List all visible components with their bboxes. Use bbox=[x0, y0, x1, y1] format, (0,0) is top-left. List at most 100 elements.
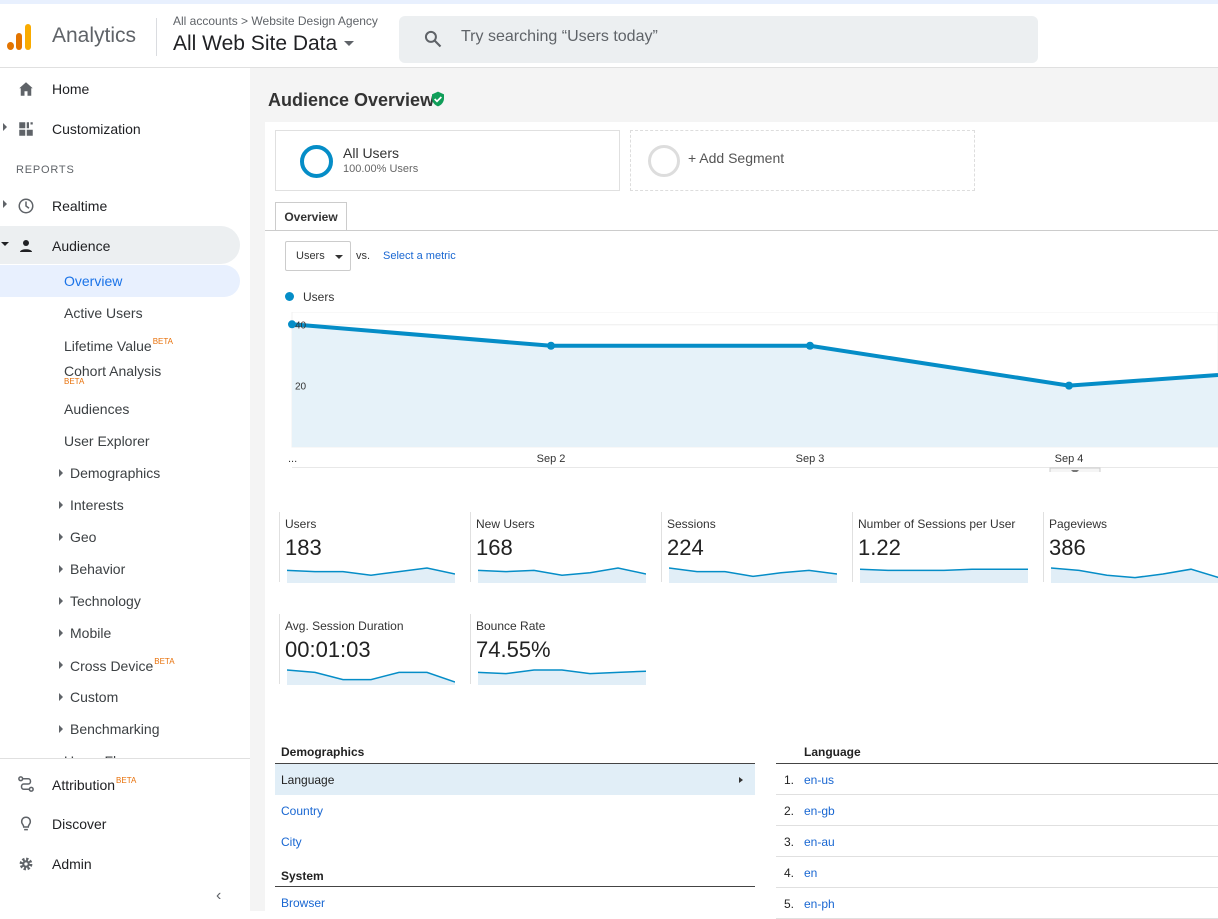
sidebar-item-technology[interactable]: Technology bbox=[0, 585, 240, 617]
select-metric-link[interactable]: Select a metric bbox=[383, 250, 456, 262]
sidebar-item-behavior[interactable]: Behavior bbox=[0, 553, 240, 585]
row-index: 5. bbox=[784, 897, 795, 911]
sidebar-item-label: Lifetime ValueBETA bbox=[64, 337, 173, 354]
nav-customization[interactable]: Customization bbox=[0, 109, 240, 147]
sidebar-item-cohort-analysis[interactable]: Cohort Analysis BETA bbox=[0, 355, 240, 393]
beta-badge: BETA bbox=[64, 377, 85, 386]
language-code-link[interactable]: en-au bbox=[804, 835, 835, 849]
sidebar-item-active-users[interactable]: Active Users bbox=[0, 297, 240, 329]
nav-home[interactable]: Home bbox=[0, 69, 240, 107]
legend-swatch bbox=[285, 292, 294, 301]
language-code-link[interactable]: en-ph bbox=[804, 897, 835, 911]
sidebar-item-user-explorer[interactable]: User Explorer bbox=[0, 425, 240, 457]
sidebar-item-demographics[interactable]: Demographics bbox=[0, 457, 240, 489]
sidebar-item-geo[interactable]: Geo bbox=[0, 521, 240, 553]
nav-audience-label: Audience bbox=[52, 238, 111, 254]
sidebar-item-label: Custom bbox=[70, 689, 119, 705]
divider bbox=[776, 763, 1218, 764]
sidebar-item-audiences[interactable]: Audiences bbox=[0, 393, 240, 425]
nav-attribution[interactable]: AttributionBETA bbox=[0, 764, 240, 802]
metric-tile[interactable]: Avg. Session Duration 00:01:03 bbox=[279, 604, 470, 694]
system-item-browser[interactable]: Browser bbox=[281, 896, 326, 910]
metric-tile[interactable]: Number of Sessions per User 1.22 bbox=[852, 502, 1043, 592]
collapse-arrow-icon bbox=[1, 242, 9, 246]
row-index: 3. bbox=[784, 835, 795, 849]
x-tick-label: ... bbox=[288, 453, 297, 465]
breadcrumb[interactable]: All accounts > Website Design Agency bbox=[173, 14, 378, 28]
table-row[interactable]: 1. en-us bbox=[776, 764, 1218, 795]
label-text: Lifetime Value bbox=[64, 338, 152, 354]
demographics-item-country[interactable]: Country bbox=[281, 804, 324, 818]
analytics-logo-icon[interactable] bbox=[7, 22, 35, 50]
breadcrumb-root[interactable]: All accounts bbox=[173, 14, 238, 28]
demographics-item-city[interactable]: City bbox=[281, 835, 302, 849]
metric-name: Number of Sessions per User bbox=[858, 517, 1016, 531]
nav-admin[interactable]: Admin bbox=[0, 844, 240, 882]
nav-realtime[interactable]: Realtime bbox=[0, 186, 240, 224]
lightbulb-icon bbox=[20, 816, 32, 831]
segment-name: All Users bbox=[343, 145, 400, 161]
sidebar-item-cross-device[interactable]: Cross DeviceBETA bbox=[0, 649, 240, 681]
sidebar-item-label: Technology bbox=[70, 593, 141, 609]
sidebar-item-overview[interactable]: Overview bbox=[0, 265, 240, 297]
metric-value: 224 bbox=[667, 535, 704, 560]
property-selector[interactable]: All Web Site Data bbox=[173, 32, 355, 56]
sidebar-item-custom[interactable]: Custom bbox=[0, 681, 240, 713]
metric-tile[interactable]: Sessions 224 bbox=[661, 502, 852, 592]
metric-value: 386 bbox=[1049, 535, 1086, 560]
metric-value: 168 bbox=[476, 535, 513, 560]
sidebar-item-label: User Explorer bbox=[64, 433, 150, 449]
verified-check-icon bbox=[432, 91, 444, 107]
table-row[interactable]: 4. en bbox=[776, 857, 1218, 888]
sparkline bbox=[478, 567, 646, 583]
sidebar-item-benchmarking[interactable]: Benchmarking bbox=[0, 713, 240, 745]
nav-audience[interactable]: Audience bbox=[0, 226, 240, 264]
page-title: Audience Overview bbox=[268, 90, 435, 110]
metric-dropdown[interactable]: Users bbox=[285, 241, 351, 271]
gear-icon bbox=[19, 857, 33, 871]
table-row[interactable]: 5. en-ph bbox=[776, 888, 1218, 919]
metric-value: 183 bbox=[285, 535, 322, 560]
sidebar-item-mobile[interactable]: Mobile bbox=[0, 617, 240, 649]
language-code-link[interactable]: en bbox=[804, 866, 818, 880]
language-code-link[interactable]: en-us bbox=[804, 773, 835, 787]
row-index: 2. bbox=[784, 804, 795, 818]
add-segment-button[interactable]: + Add Segment bbox=[630, 130, 975, 191]
search-box[interactable] bbox=[399, 16, 1038, 63]
sidebar-item-label: Benchmarking bbox=[70, 721, 160, 737]
app-title: Analytics bbox=[52, 24, 137, 47]
report-panel: All Users 100.00% Users + Add Segment Ov… bbox=[265, 122, 1218, 919]
nav-customization-label: Customization bbox=[52, 121, 141, 137]
metric-tile[interactable]: Users 183 bbox=[279, 502, 470, 592]
tab-divider bbox=[265, 230, 1218, 231]
table-row[interactable]: 3. en-au bbox=[776, 826, 1218, 857]
nav-discover[interactable]: Discover bbox=[0, 804, 240, 842]
system-title: System bbox=[281, 869, 324, 883]
metric-dropdown-value: Users bbox=[296, 250, 325, 262]
chevron-down-icon bbox=[344, 41, 355, 46]
breadcrumb-account[interactable]: Website Design Agency bbox=[251, 14, 378, 28]
collapse-sidebar-icon[interactable]: ‹ bbox=[216, 887, 222, 904]
segment-all-users[interactable]: All Users 100.00% Users bbox=[275, 130, 620, 191]
chevron-right-icon bbox=[739, 777, 743, 783]
demographics-item-language[interactable]: Language bbox=[275, 764, 755, 795]
tile-divider bbox=[279, 614, 280, 684]
metric-tile[interactable]: Bounce Rate 74.55% bbox=[470, 604, 661, 694]
metric-value: 1.22 bbox=[858, 535, 901, 560]
search-input[interactable] bbox=[461, 28, 1021, 46]
expand-arrow-icon bbox=[59, 693, 63, 701]
sidebar-item-interests[interactable]: Interests bbox=[0, 489, 240, 521]
vs-label: vs. bbox=[356, 250, 371, 262]
sparkline bbox=[860, 568, 1028, 583]
expand-arrow-icon bbox=[59, 661, 63, 669]
metric-value: 00:01:03 bbox=[285, 637, 371, 662]
sidebar-item-label: Active Users bbox=[64, 305, 143, 321]
sidebar-item-lifetime-value[interactable]: Lifetime ValueBETA bbox=[0, 329, 240, 361]
table-row[interactable]: 2. en-gb bbox=[776, 795, 1218, 826]
metric-tile[interactable]: New Users 168 bbox=[470, 502, 661, 592]
metric-tile[interactable]: Pageviews 386 bbox=[1043, 502, 1218, 592]
data-point bbox=[547, 341, 555, 350]
language-code-link[interactable]: en-gb bbox=[804, 804, 835, 818]
users-line-chart[interactable]: 40 20... Sep 2 Sep 3 Sep 4 bbox=[265, 312, 1218, 472]
tab-overview[interactable]: Overview bbox=[275, 202, 347, 231]
